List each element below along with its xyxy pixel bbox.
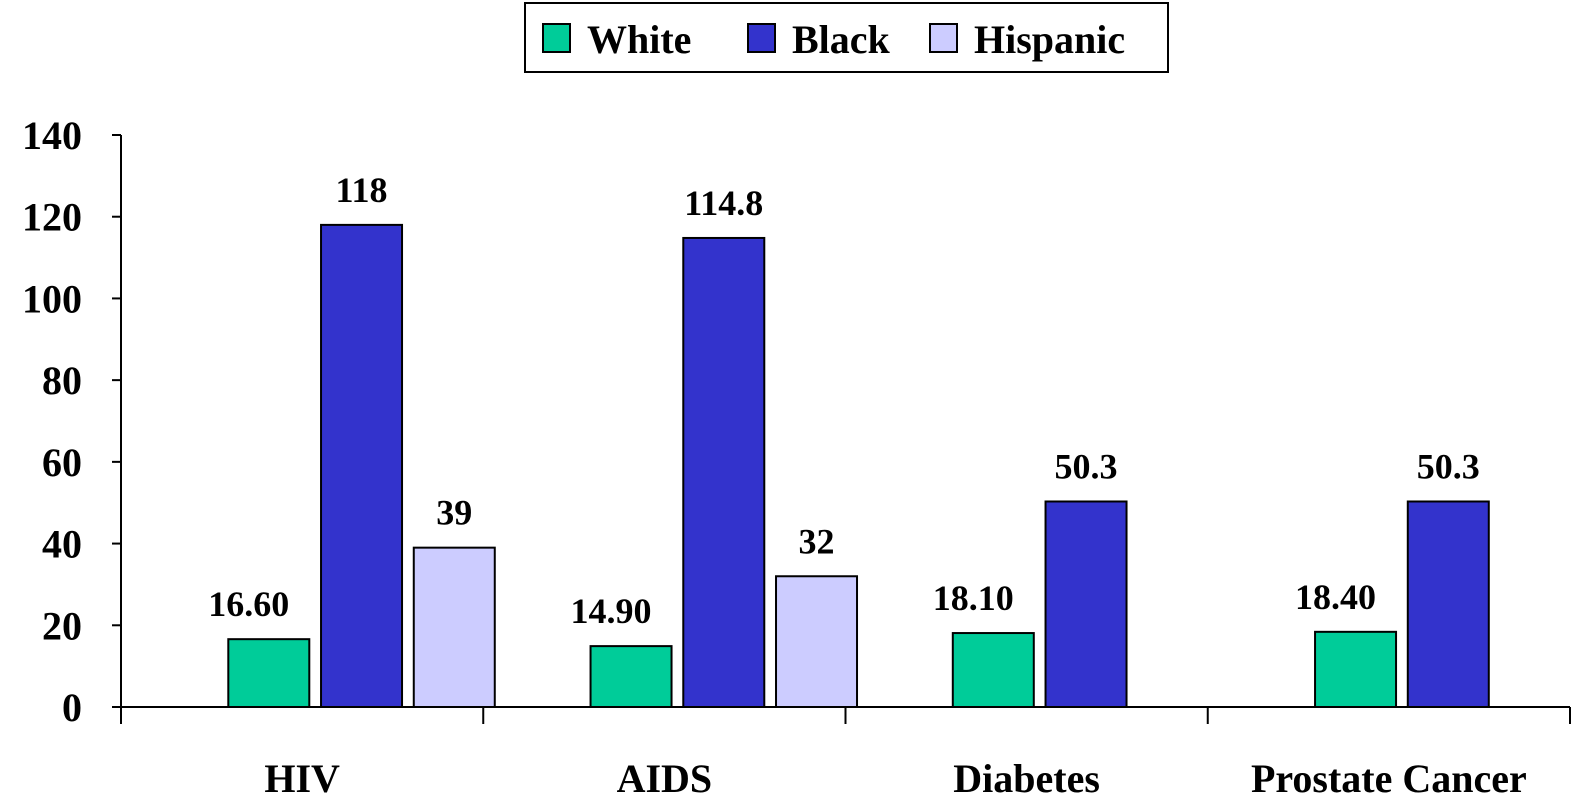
y-tick-label: 140 — [22, 113, 82, 158]
data-label: 118 — [336, 170, 388, 210]
legend-label-white: White — [587, 17, 691, 62]
y-tick-label: 40 — [42, 522, 82, 567]
x-tick-label: AIDS — [617, 756, 713, 801]
legend-swatch-black — [747, 23, 776, 53]
legend-label-black: Black — [792, 17, 891, 62]
data-label: 114.8 — [684, 183, 763, 223]
bar-black-aids — [682, 236, 766, 709]
legend: White Black Hispanic — [524, 2, 1169, 73]
x-tick-label: Diabetes — [953, 756, 1100, 801]
legend-swatch-hispanic — [929, 23, 958, 53]
y-tick-label: 100 — [22, 276, 82, 321]
x-tick-label: Prostate Cancer — [1251, 756, 1527, 801]
data-label: 32 — [799, 521, 835, 561]
bar-white-prostate-cancer — [1314, 630, 1398, 709]
data-label: 18.40 — [1295, 577, 1376, 617]
bar-black-diabetes — [1044, 500, 1128, 709]
legend-label-hispanic: Hispanic — [974, 17, 1125, 62]
bar-black-hiv — [320, 223, 404, 708]
bar-white-hiv — [227, 638, 311, 708]
y-tick-label: 0 — [62, 685, 82, 730]
data-label: 18.10 — [933, 578, 1014, 618]
bar-black-prostate-cancer — [1406, 500, 1490, 709]
data-label: 16.60 — [208, 584, 289, 624]
legend-swatch-white — [542, 23, 571, 53]
bar-white-aids — [589, 645, 673, 709]
data-labels: 16.60 14.90 18.10 18.40 118 114.8 50.3 50.3 39 32 — [208, 170, 1479, 631]
data-label: 50.3 — [1417, 446, 1480, 486]
bars — [227, 223, 1490, 709]
bar-hispanic-hiv — [412, 546, 496, 709]
data-label: 39 — [436, 493, 472, 533]
y-tick-label: 20 — [42, 603, 82, 648]
y-tick-label: 120 — [22, 195, 82, 240]
x-tick-label: HIV — [264, 756, 340, 801]
bar-hispanic-aids — [775, 575, 859, 708]
data-label: 14.90 — [571, 591, 652, 631]
y-tick-label: 60 — [42, 440, 82, 485]
legend-frame — [524, 2, 1169, 73]
y-tick-label: 80 — [42, 358, 82, 403]
bar-white-diabetes — [951, 632, 1035, 709]
data-label: 50.3 — [1055, 446, 1118, 486]
